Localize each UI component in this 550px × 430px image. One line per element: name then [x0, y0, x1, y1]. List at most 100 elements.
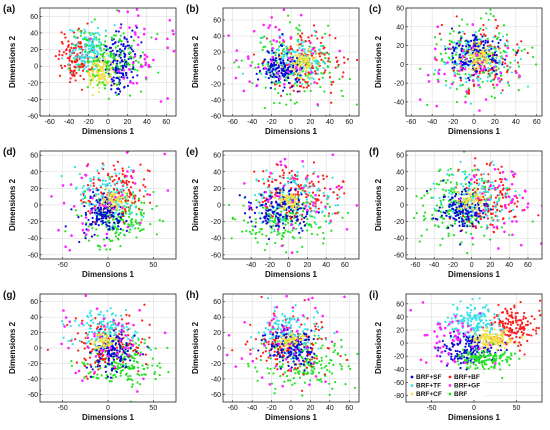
- scatter-point: [497, 36, 500, 39]
- scatter-point: [508, 233, 511, 237]
- scatter-point: [466, 210, 469, 213]
- scatter-point: [477, 79, 480, 82]
- scatter-point: [435, 209, 439, 212]
- scatter-point: [442, 122, 444, 124]
- scatter-point: [296, 190, 300, 193]
- scatter-point: [242, 89, 246, 93]
- scatter-point: [438, 32, 441, 35]
- scatter-point: [58, 74, 62, 77]
- scatter-point: [113, 84, 116, 87]
- scatter-point: [84, 173, 87, 177]
- scatter-point: [482, 47, 485, 50]
- scatter-point: [312, 201, 315, 204]
- scatter-point: [83, 231, 86, 234]
- scatter-point: [69, 324, 72, 328]
- scatter-point: [297, 64, 301, 67]
- scatter-point: [241, 72, 244, 75]
- scatter-point: [80, 202, 84, 205]
- scatter-point: [97, 90, 101, 94]
- scatter-point: [474, 72, 478, 75]
- scatter-point: [120, 341, 123, 344]
- scatter-point: [268, 68, 271, 71]
- scatter-point: [102, 221, 105, 225]
- scatter-point: [457, 213, 460, 217]
- scatter-point: [120, 43, 123, 46]
- scatter-point: [90, 41, 94, 44]
- scatter-point: [489, 238, 492, 241]
- scatter-point: [483, 179, 486, 183]
- scatter-point: [319, 44, 323, 48]
- scatter-point: [288, 196, 291, 199]
- scatter-point: [448, 43, 452, 46]
- scatter-point: [493, 78, 496, 81]
- scatter-point: [458, 73, 461, 76]
- scatter-point: [88, 204, 91, 207]
- scatter-point: [114, 326, 117, 329]
- scatter-point: [464, 65, 467, 68]
- scatter-point: [285, 93, 289, 96]
- scatter-point: [465, 218, 468, 221]
- scatter-point: [287, 181, 290, 185]
- scatter-point: [95, 57, 98, 60]
- scatter-point: [303, 224, 307, 227]
- scatter-point: [112, 66, 115, 70]
- scatter-point: [97, 64, 101, 67]
- scatter-point: [464, 61, 467, 64]
- scatter-point: [92, 86, 95, 89]
- scatter-point: [108, 327, 111, 330]
- scatter-point: [92, 191, 95, 194]
- scatter-point: [116, 87, 119, 90]
- scatter-point: [76, 66, 79, 69]
- scatter-point: [318, 78, 321, 81]
- scatter-point: [343, 192, 346, 195]
- scatter-point: [444, 61, 447, 64]
- scatter-point: [122, 32, 125, 35]
- scatter-point: [459, 37, 463, 40]
- scatter-point: [111, 327, 114, 330]
- scatter-point: [83, 196, 87, 199]
- scatter-point: [295, 197, 298, 201]
- scatter-point: [439, 179, 442, 183]
- scatter-point: [86, 321, 89, 325]
- scatter-point: [144, 76, 148, 80]
- scatter-point: [322, 61, 325, 64]
- scatter-point: [460, 18, 464, 21]
- scatter-point: [314, 206, 317, 209]
- scatter-point: [460, 58, 463, 61]
- scatter-point: [478, 29, 481, 32]
- scatter-point: [234, 218, 237, 221]
- scatter-point: [113, 360, 116, 363]
- scatter-point: [461, 52, 464, 55]
- scatter-point: [453, 60, 457, 63]
- scatter-point: [290, 58, 294, 62]
- scatter-point: [462, 185, 465, 188]
- scatter-point: [498, 55, 501, 58]
- scatter-point: [96, 377, 99, 380]
- scatter-point: [315, 62, 318, 65]
- scatter-point: [459, 160, 462, 163]
- scatter-point: [279, 58, 282, 61]
- scatter-point: [133, 352, 136, 356]
- scatter-point: [475, 182, 479, 185]
- scatter-point: [250, 206, 253, 209]
- scatter-point: [447, 232, 450, 235]
- scatter-point: [108, 211, 111, 214]
- scatter-point: [320, 201, 323, 204]
- scatter-point: [87, 225, 90, 228]
- scatter-point: [498, 178, 502, 181]
- scatter-point: [500, 178, 503, 181]
- scatter-point: [466, 175, 469, 179]
- scatter-point: [94, 194, 98, 198]
- scatter-point: [460, 60, 463, 63]
- scatter-point: [286, 75, 290, 78]
- scatter-point: [291, 197, 294, 200]
- scatter-point: [465, 45, 468, 48]
- scatter-point: [86, 51, 89, 54]
- scatter-point: [461, 54, 465, 58]
- scatter-point: [288, 65, 291, 68]
- scatter-point: [326, 194, 329, 198]
- scatter-point: [95, 211, 99, 214]
- scatter-point: [537, 214, 540, 217]
- scatter-point: [292, 226, 295, 230]
- scatter-point: [516, 61, 520, 64]
